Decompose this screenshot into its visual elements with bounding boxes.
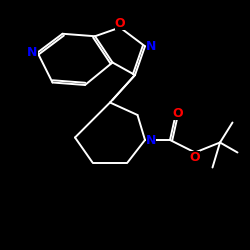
Text: O: O: [190, 151, 200, 164]
Text: N: N: [27, 46, 38, 59]
Text: N: N: [146, 40, 156, 53]
Text: N: N: [146, 134, 156, 146]
Text: O: O: [172, 107, 183, 120]
Text: O: O: [115, 17, 125, 30]
